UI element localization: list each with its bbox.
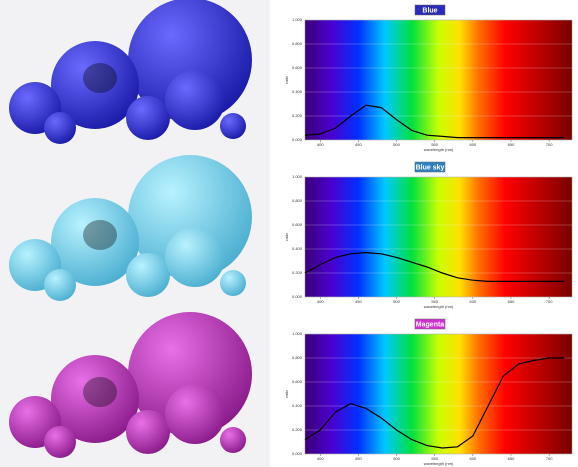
sphere (126, 410, 170, 454)
x-axis-label: wavelength (nm) (424, 461, 454, 466)
sphere (220, 270, 246, 296)
x-tick-label: 500 (393, 299, 400, 304)
x-tick-label: 600 (469, 299, 476, 304)
y-tick-label: 1.000 (292, 17, 303, 22)
y-tick-label: 0.800 (292, 198, 303, 203)
plot-area (305, 334, 572, 454)
y-tick-label: 0.200 (292, 427, 303, 432)
x-tick-label: 600 (469, 456, 476, 461)
chart-title: Blue (422, 7, 437, 14)
y-axis-label: ratio (284, 232, 289, 241)
chart-title: Magenta (416, 321, 445, 328)
sphere (165, 384, 225, 444)
sphere (126, 253, 170, 297)
sphere (44, 112, 76, 144)
sphere (165, 70, 225, 130)
y-tick-label: 0.400 (292, 403, 303, 408)
y-tick-label: 0.000 (292, 137, 303, 142)
sphere-hole (83, 63, 117, 93)
y-tick-label: 0.000 (292, 294, 303, 299)
x-tick-label: 650 (508, 456, 515, 461)
y-tick-label: 0.200 (292, 270, 303, 275)
sphere-hole (83, 377, 117, 407)
x-tick-label: 400 (317, 142, 324, 147)
x-tick-label: 450 (355, 456, 362, 461)
x-tick-label: 650 (508, 299, 515, 304)
x-tick-label: 700 (546, 299, 553, 304)
sphere (165, 227, 225, 287)
x-tick-label: 700 (546, 142, 553, 147)
y-tick-label: 0.200 (292, 113, 303, 118)
y-tick-label: 1.000 (292, 174, 303, 179)
x-axis-label: wavelength (nm) (424, 304, 454, 309)
sphere (126, 96, 170, 140)
x-tick-label: 700 (546, 456, 553, 461)
sphere-hole (83, 220, 117, 250)
sphere (220, 113, 246, 139)
y-tick-label: 1.000 (292, 331, 303, 336)
sphere (44, 426, 76, 458)
x-tick-label: 650 (508, 142, 515, 147)
y-tick-label: 0.400 (292, 89, 303, 94)
y-tick-label: 0.600 (292, 379, 303, 384)
x-tick-label: 450 (355, 142, 362, 147)
x-tick-label: 400 (317, 456, 324, 461)
x-tick-label: 400 (317, 299, 324, 304)
y-tick-label: 0.800 (292, 41, 303, 46)
sphere (220, 427, 246, 453)
x-tick-label: 600 (469, 142, 476, 147)
y-tick-label: 0.400 (292, 246, 303, 251)
y-tick-label: 0.600 (292, 222, 303, 227)
x-axis-label: wavelength (nm) (424, 147, 454, 152)
sphere (44, 269, 76, 301)
y-tick-label: 0.800 (292, 355, 303, 360)
y-axis-label: ratio (284, 389, 289, 398)
chart-title: Blue sky (416, 164, 445, 171)
x-tick-label: 450 (355, 299, 362, 304)
y-tick-label: 0.000 (292, 451, 303, 456)
figure: Blue 0.000 0.200 0.400 0.600 0.800 1.000 400 450… (0, 0, 578, 467)
plot-area (305, 177, 572, 297)
plot-area (305, 20, 572, 140)
x-tick-label: 500 (393, 456, 400, 461)
x-tick-label: 500 (393, 142, 400, 147)
y-tick-label: 0.600 (292, 65, 303, 70)
y-axis-label: ratio (284, 75, 289, 84)
